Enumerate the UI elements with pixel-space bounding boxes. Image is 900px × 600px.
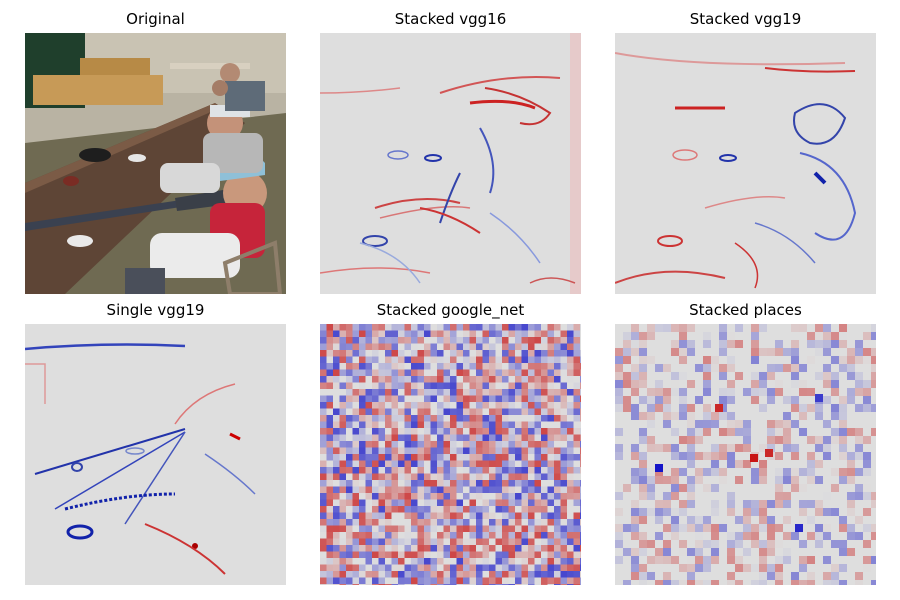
panel-title: Original (126, 10, 185, 28)
saliency-edges-vgg19 (615, 33, 876, 294)
panel-title: Stacked vgg19 (689, 10, 802, 28)
saliency-map (25, 324, 286, 585)
saliency-map (320, 33, 581, 294)
panel-title: Single vgg19 (106, 301, 205, 319)
saliency-edges-single-vgg19 (25, 324, 286, 585)
panel-title: Stacked places (689, 301, 802, 319)
saliency-blocks-places (615, 324, 876, 585)
photo-illustration (25, 33, 286, 294)
original-photo (25, 33, 286, 294)
saliency-map (615, 324, 876, 585)
saliency-edges-vgg16 (320, 33, 581, 294)
panel-title: Stacked vgg16 (394, 10, 507, 28)
saliency-map (320, 324, 581, 585)
saliency-checker-google-net (320, 324, 581, 585)
panel-title: Stacked google_net (376, 301, 525, 319)
saliency-map (615, 33, 876, 294)
